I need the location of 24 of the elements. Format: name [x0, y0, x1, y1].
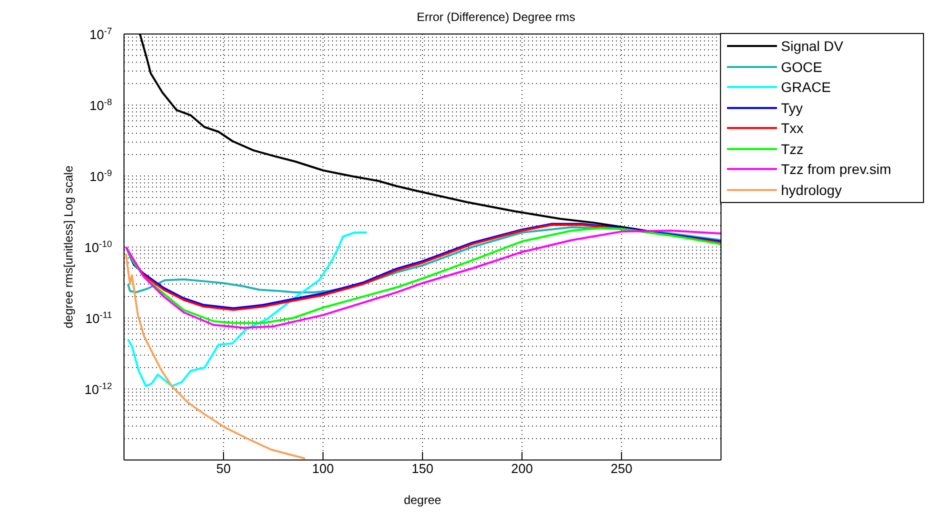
y-tick-label: 10$^{-9}$ [90, 168, 112, 184]
y-tick-label: 10$^{-11}$ [85, 310, 112, 326]
line-series [126, 232, 368, 388]
legend-label: Tyy [781, 98, 803, 117]
x-tick-label: 100 [312, 461, 334, 476]
x-tick-label: 50 [216, 461, 231, 476]
legend-label: Txx [781, 119, 804, 138]
y-axis-title: degree rms[unitless] Log scale [61, 165, 76, 328]
legend-label: GRACE [781, 78, 831, 96]
legend-label: Signal DV [781, 37, 844, 56]
x-tick-label: 250 [610, 461, 632, 476]
legend-label: hydrology [781, 180, 842, 199]
line-series [124, 252, 306, 460]
legend-label: GOCE [781, 58, 822, 76]
x-tick-label: 150 [412, 461, 434, 476]
x-tick-label: 200 [511, 461, 533, 476]
legend-label: Tzz from prev.sim [781, 160, 892, 178]
y-tick-label: 10$^{-7}$ [90, 26, 112, 42]
legend-label: Tzz [781, 140, 804, 158]
x-axis-title: degree [404, 493, 442, 507]
chart-title: Error (Difference) Degree rms [416, 10, 576, 24]
y-tick-label: 10$^{-12}$ [84, 381, 112, 397]
y-tick-label: 10$^{-8}$ [90, 97, 112, 113]
y-tick-label: 10$^{-10}$ [84, 239, 112, 255]
